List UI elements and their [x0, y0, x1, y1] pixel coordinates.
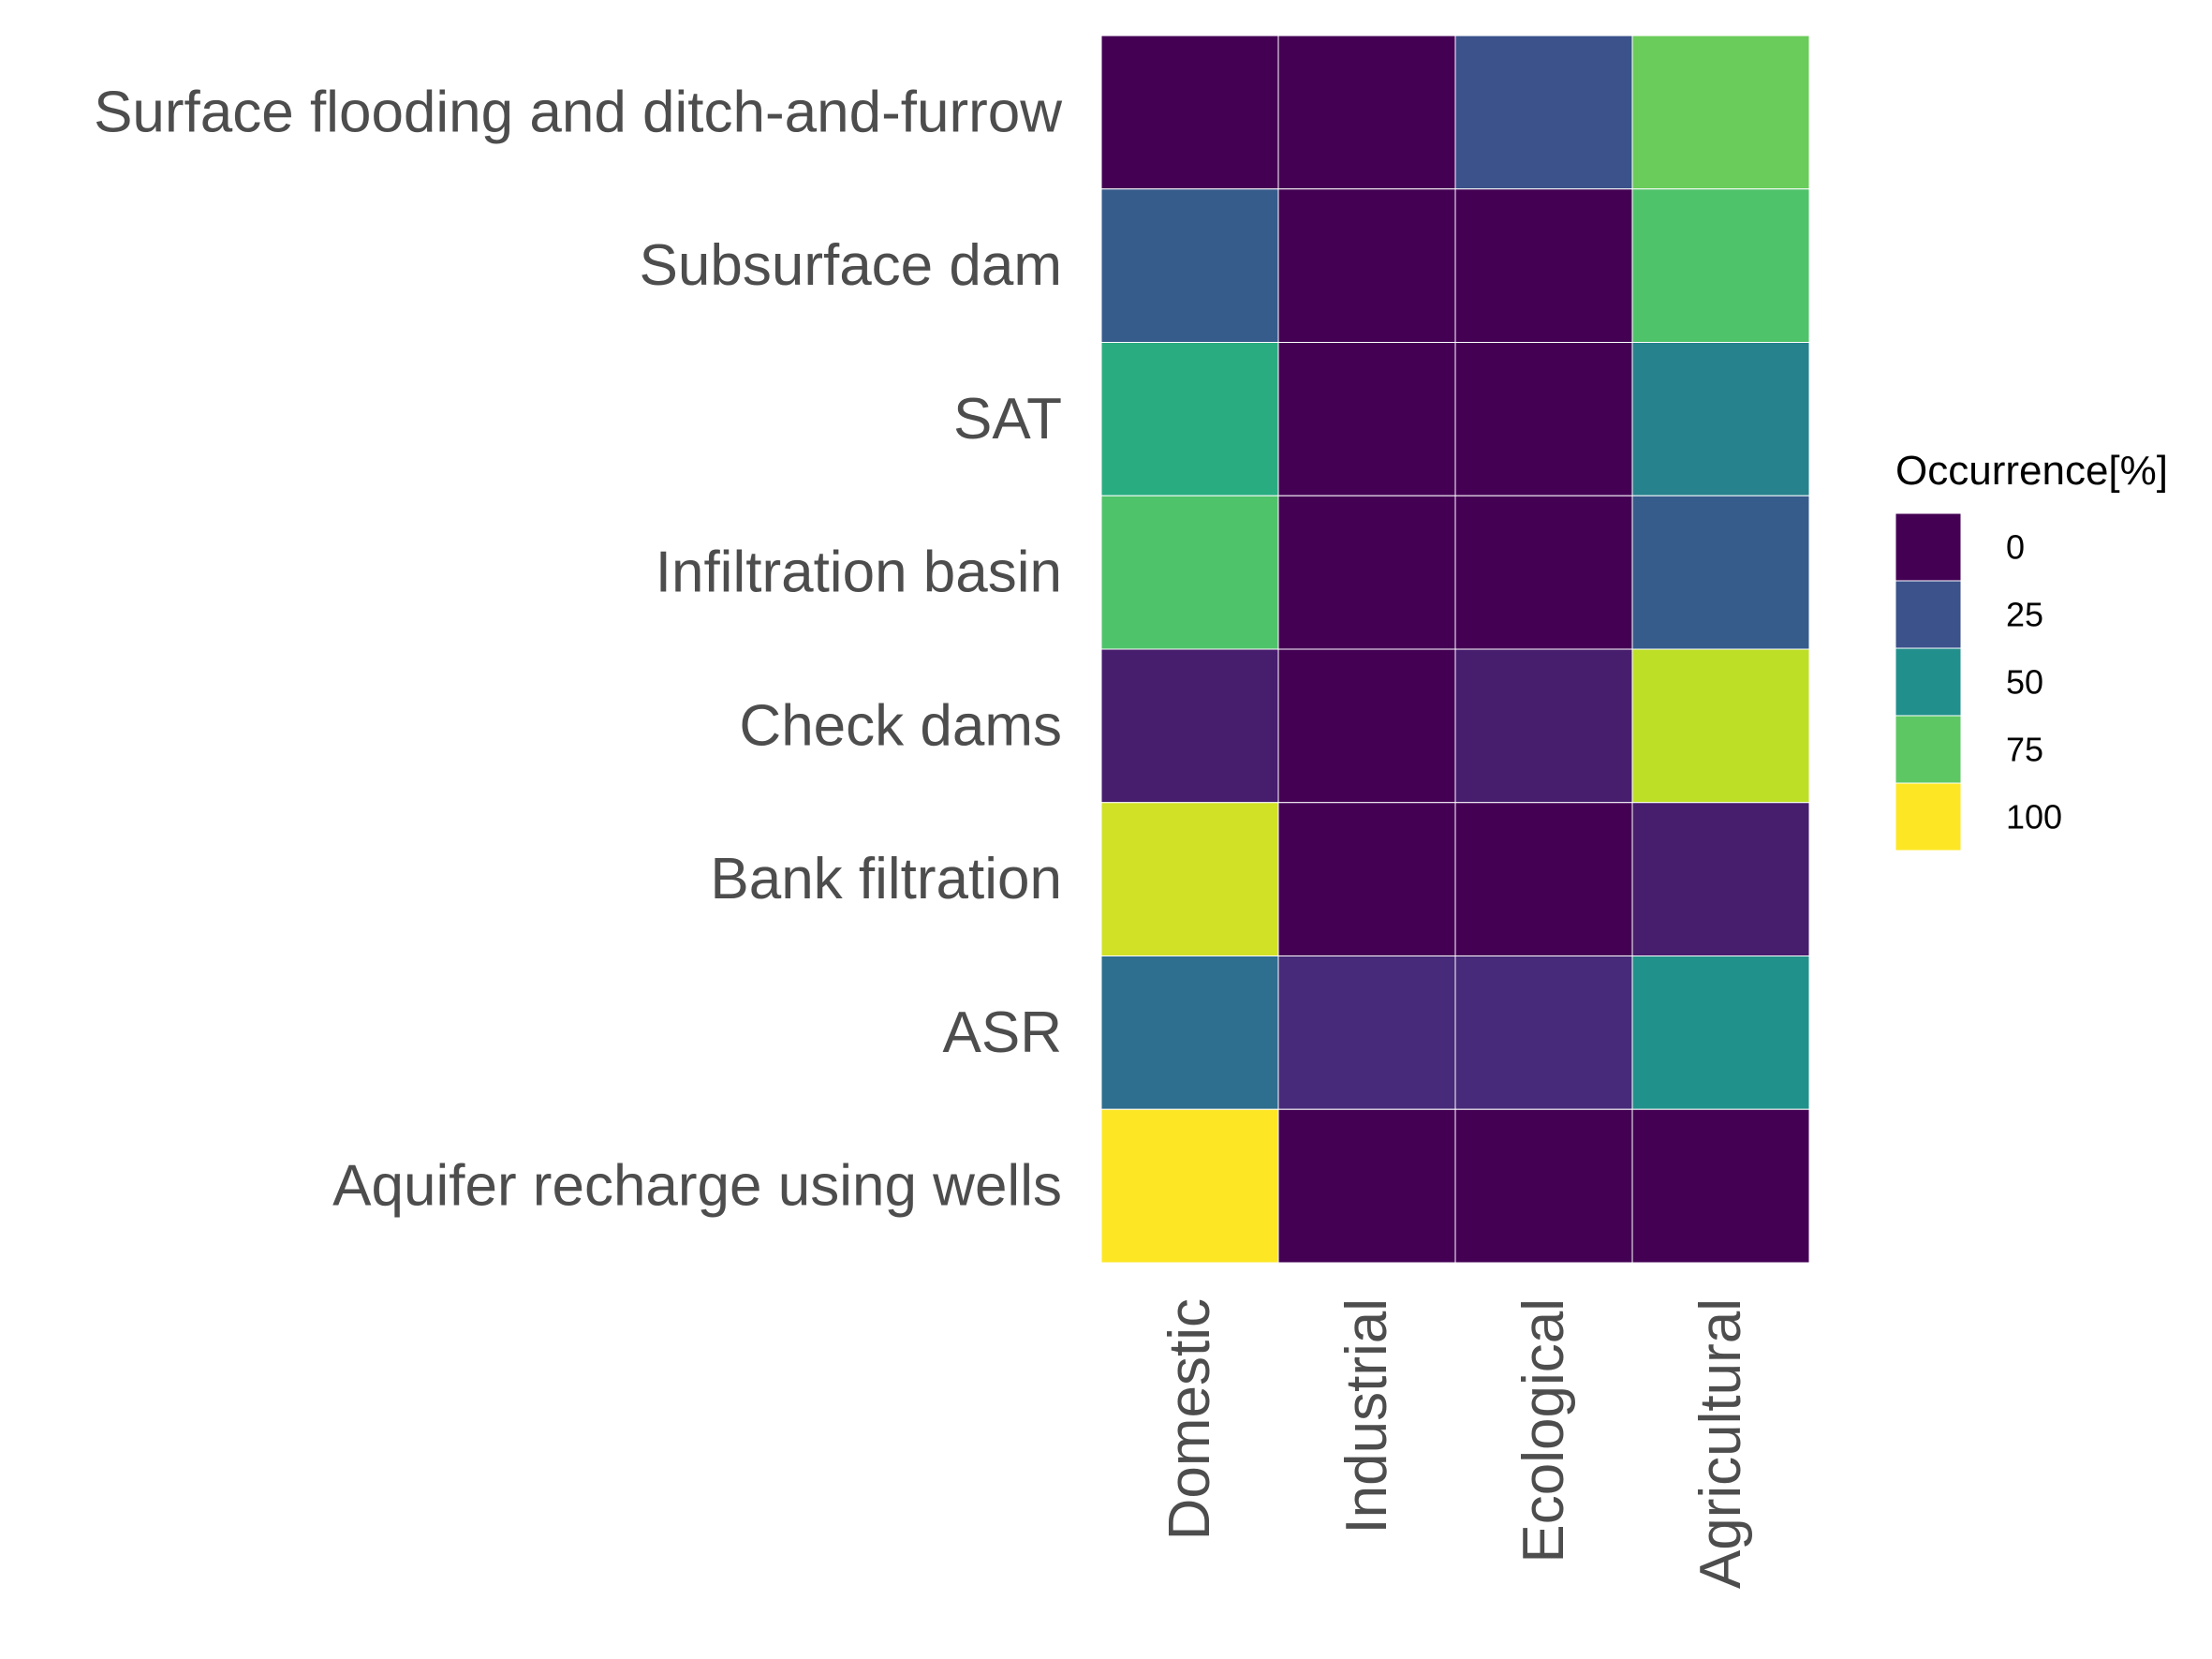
heatmap-cell — [1100, 35, 1279, 190]
heatmap-cell — [1631, 35, 1810, 190]
column-label: Industrial — [1335, 1298, 1399, 1534]
column-label: Ecological — [1512, 1298, 1576, 1563]
legend-key — [1895, 782, 1962, 852]
heatmap-cell — [1454, 35, 1633, 190]
row-label: Check dams — [739, 693, 1062, 758]
legend: Occurrence[%] 0 25 50 75 100 — [1895, 448, 2168, 852]
heatmap-cell — [1631, 188, 1810, 343]
legend-label: 100 — [2006, 798, 2062, 837]
column-labels: Domestic Industrial Ecological Agricultural — [1158, 1298, 1753, 1589]
heatmap-cell — [1100, 495, 1279, 650]
heatmap-cell — [1454, 955, 1633, 1110]
heatmap-cell — [1454, 342, 1633, 496]
heatmap-cell — [1100, 342, 1279, 496]
column-label: Domestic — [1158, 1298, 1222, 1540]
heatmap-cell — [1277, 648, 1456, 804]
legend-key — [1895, 512, 1962, 582]
legend-key — [1895, 647, 1962, 717]
legend-label: 75 — [2006, 731, 2043, 769]
heatmap-cell — [1100, 188, 1279, 343]
row-label: Infiltration basin — [656, 541, 1062, 605]
legend-label: 0 — [2006, 528, 2025, 567]
heatmap-cell — [1631, 802, 1810, 956]
heatmap-cell — [1277, 188, 1456, 343]
legend-keys: 0 25 50 75 100 — [1895, 512, 2062, 852]
legend-title: Occurrence[%] — [1895, 448, 2168, 494]
heatmap-cell — [1631, 648, 1810, 804]
legend-key — [1895, 580, 1962, 649]
heatmap-cell — [1277, 1108, 1456, 1264]
heatmap-cell — [1277, 35, 1456, 190]
heatmap-cell — [1454, 495, 1633, 650]
heatmap-cell — [1454, 648, 1633, 804]
heatmap-cell — [1454, 188, 1633, 343]
heatmap-cell — [1631, 955, 1810, 1110]
heatmap-cell — [1100, 802, 1279, 956]
legend-key — [1895, 715, 1962, 784]
heatmap-cell — [1454, 1108, 1633, 1264]
heatmap-cell — [1277, 342, 1456, 496]
heatmap-cell — [1277, 955, 1456, 1110]
row-label: ASR — [943, 1000, 1062, 1065]
heatmap-cell — [1100, 648, 1279, 804]
heatmap-cell — [1100, 955, 1279, 1110]
row-label: Surface flooding and ditch-and-furrow — [94, 80, 1062, 144]
heatmap-cell — [1277, 802, 1456, 956]
row-label: Bank filtration — [710, 847, 1062, 911]
row-label: Subsurface dam — [640, 233, 1062, 298]
heatmap-cell — [1631, 1108, 1810, 1264]
heatmap-cell — [1631, 342, 1810, 496]
legend-label: 25 — [2006, 596, 2043, 634]
row-label: Aquifer recharge using wells — [332, 1154, 1062, 1219]
heatmap-cell — [1631, 495, 1810, 650]
row-labels: Surface flooding and ditch-and-furrow Sub… — [94, 80, 1062, 1218]
heatmap-cell — [1100, 1108, 1279, 1264]
heatmap-cells — [1100, 35, 1810, 1264]
column-label: Agricultural — [1688, 1298, 1753, 1589]
heatmap-cell — [1277, 495, 1456, 650]
heatmap-cell — [1454, 802, 1633, 956]
legend-label: 50 — [2006, 663, 2043, 702]
row-label: SAT — [953, 387, 1062, 452]
